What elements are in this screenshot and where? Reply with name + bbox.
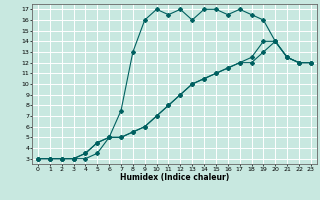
X-axis label: Humidex (Indice chaleur): Humidex (Indice chaleur)	[120, 173, 229, 182]
